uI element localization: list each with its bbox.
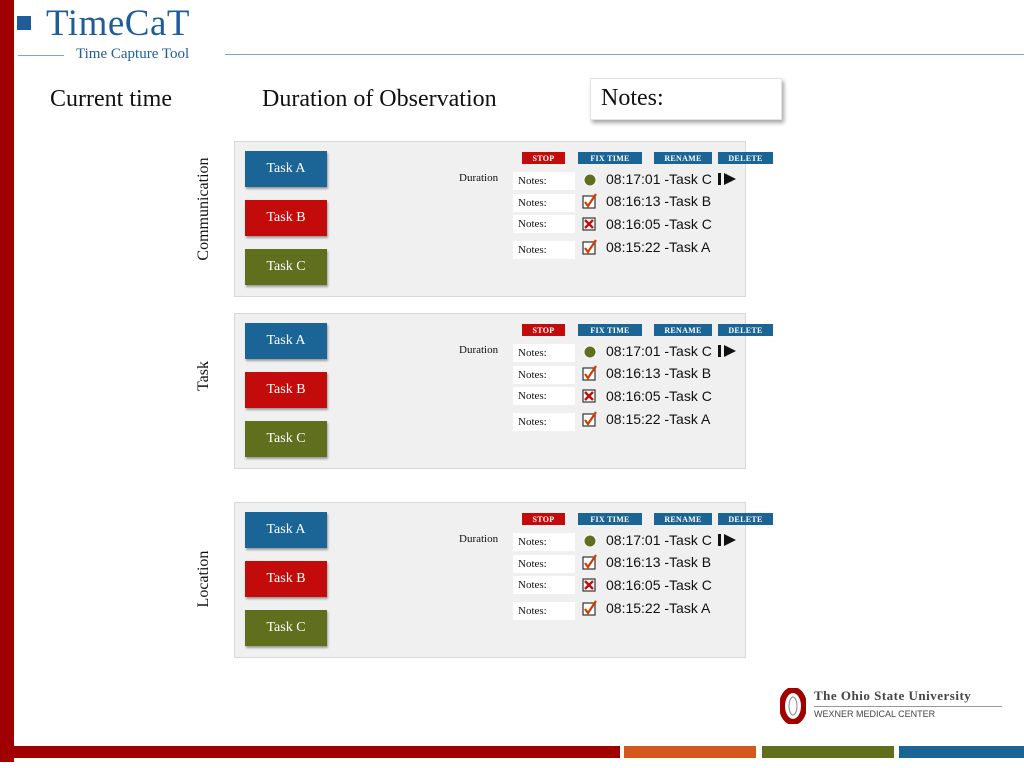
divider [225,54,1024,55]
entry-text: 08:15:22 -Task A [606,600,711,616]
delete-button[interactable]: DELETE [718,324,773,336]
panel-label-location: Location [195,550,212,608]
entry-notes-field[interactable]: Notes: [513,533,575,551]
entry-notes-field[interactable]: Notes: [513,194,575,212]
task-panel: Task A Task B Task C Duration STOP FIX T… [234,502,773,658]
left-accent-bar [0,0,14,762]
task-panel: Task A Task B Task C Duration STOP FIX T… [234,141,773,297]
timeline-entry[interactable]: 08:17:01 -Task C [582,343,738,359]
notes-input[interactable]: Notes: [590,78,782,120]
active-dot-icon [582,532,598,548]
entry-notes-field[interactable]: Notes: [513,387,575,405]
cross-icon [582,577,598,593]
active-dot-icon [582,171,598,187]
osu-block-o-logo [779,687,807,729]
fix-time-button[interactable]: FIX TIME [578,324,642,336]
checked-icon [582,554,598,570]
entry-text: 08:17:01 -Task C [606,171,712,187]
task-panel: Task A Task B Task C Duration STOP FIX T… [234,313,773,469]
duration-heading: Duration of Observation [262,86,497,112]
timeline-entry[interactable]: 08:16:05 -Task C [582,388,712,404]
notes-input-label: Notes: [601,85,664,111]
timeline-entry[interactable]: 08:17:01 -Task C [582,171,738,187]
entry-text: 08:16:13 -Task B [606,193,712,209]
stop-button[interactable]: STOP [522,513,565,525]
timeline-entry[interactable]: 08:16:13 -Task B [582,365,711,381]
divider [18,55,64,56]
app-title: TimeCaT [46,3,190,44]
footer-bar-blue [899,746,1024,758]
entry-text: 08:15:22 -Task A [606,239,711,255]
checked-icon [582,600,598,616]
osu-wordmark: The Ohio State University [814,688,972,703]
fix-time-button[interactable]: FIX TIME [578,152,642,164]
entry-text: 08:16:05 -Task C [606,388,712,404]
entry-notes-field[interactable]: Notes: [513,576,575,594]
divider [814,706,1002,707]
rename-button[interactable]: RENAME [654,324,712,336]
checked-icon [582,239,598,255]
footer-bar-orange [624,746,756,758]
duration-label: Duration [459,172,499,184]
timeline-entry[interactable]: 08:16:05 -Task C [582,577,712,593]
brand-square-icon [17,16,31,30]
task-b-button[interactable]: Task B [245,372,327,408]
entry-notes-field[interactable]: Notes: [513,241,575,259]
task-a-button[interactable]: Task A [245,323,327,359]
task-c-button[interactable]: Task C [245,421,327,457]
delete-button[interactable]: DELETE [718,513,773,525]
timeline-entry[interactable]: 08:16:13 -Task B [582,554,711,570]
task-c-button[interactable]: Task C [245,610,327,646]
play-icon[interactable] [717,533,738,547]
entry-text: 08:17:01 -Task C [606,532,712,548]
task-a-button[interactable]: Task A [245,512,327,548]
panel-label-task: Task [195,361,212,391]
task-b-button[interactable]: Task B [245,200,327,236]
panel-label-communication: Communication [195,157,212,261]
delete-button[interactable]: DELETE [718,152,773,164]
footer-bar-green [762,746,894,758]
duration-label: Duration [459,533,499,545]
entry-text: 08:17:01 -Task C [606,343,712,359]
timeline-entry[interactable]: 08:15:22 -Task A [582,239,710,255]
osu-subtitle: WEXNER MEDICAL CENTER [814,709,936,719]
timeline-entry[interactable]: 08:17:01 -Task C [582,532,738,548]
timeline-entry[interactable]: 08:15:22 -Task A [582,600,710,616]
active-dot-icon [582,343,598,359]
task-a-button[interactable]: Task A [245,151,327,187]
cross-icon [582,216,598,232]
entry-notes-field[interactable]: Notes: [513,555,575,573]
entry-notes-field[interactable]: Notes: [513,172,575,190]
app-subtitle: Time Capture Tool [76,46,190,62]
rename-button[interactable]: RENAME [654,513,712,525]
entry-text: 08:16:13 -Task B [606,365,712,381]
checked-icon [582,365,598,381]
footer-bar-red [0,746,620,758]
checked-icon [582,193,598,209]
entry-notes-field[interactable]: Notes: [513,602,575,620]
play-icon[interactable] [717,172,738,186]
stop-button[interactable]: STOP [522,324,565,336]
fix-time-button[interactable]: FIX TIME [578,513,642,525]
entry-text: 08:16:05 -Task C [606,577,712,593]
timeline-entry[interactable]: 08:16:05 -Task C [582,216,712,232]
cross-icon [582,388,598,404]
entry-text: 08:16:05 -Task C [606,216,712,232]
play-icon[interactable] [717,344,738,358]
timeline-entry[interactable]: 08:15:22 -Task A [582,411,710,427]
entry-text: 08:15:22 -Task A [606,411,711,427]
rename-button[interactable]: RENAME [654,152,712,164]
task-c-button[interactable]: Task C [245,249,327,285]
entry-text: 08:16:13 -Task B [606,554,712,570]
entry-notes-field[interactable]: Notes: [513,344,575,362]
entry-notes-field[interactable]: Notes: [513,366,575,384]
task-b-button[interactable]: Task B [245,561,327,597]
duration-label: Duration [459,344,499,356]
current-time-heading: Current time [50,86,172,112]
timeline-entry[interactable]: 08:16:13 -Task B [582,193,711,209]
entry-notes-field[interactable]: Notes: [513,215,575,233]
stop-button[interactable]: STOP [522,152,565,164]
entry-notes-field[interactable]: Notes: [513,413,575,431]
checked-icon [582,411,598,427]
